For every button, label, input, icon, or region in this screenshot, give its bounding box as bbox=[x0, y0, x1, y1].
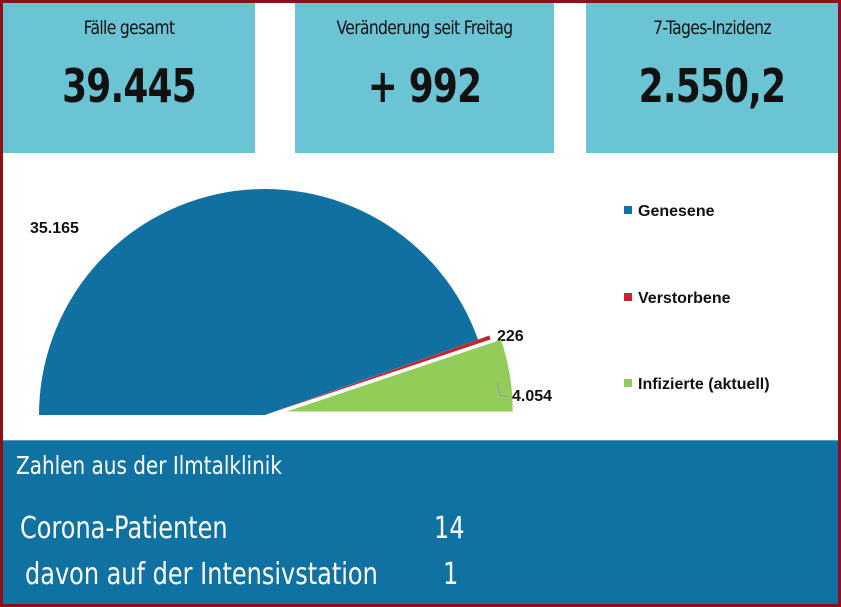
legend-item-genesene: Genesene bbox=[624, 203, 714, 221]
clinic-title: Zahlen aus der Ilmtalklinik bbox=[16, 451, 282, 480]
clinic-row-value: 14 bbox=[434, 511, 465, 546]
clinic-row-value: 1 bbox=[443, 557, 459, 592]
pie-slice-infizierte-aktuell bbox=[286, 339, 513, 412]
legend-swatch bbox=[624, 292, 632, 301]
legend-item-verstorbene: Verstorbene bbox=[624, 290, 730, 308]
clinic-row-label: Corona-Patienten bbox=[20, 511, 228, 546]
kpi-value: 2.550,2 bbox=[638, 59, 786, 113]
legend-item-infizierte: Infizierte (aktuell) bbox=[624, 376, 770, 394]
legend-label: Genesene bbox=[638, 203, 715, 220]
kpi-7-day-incidence: 7-Tages-Inzidenz 2.550,2 bbox=[586, 3, 838, 153]
legend-swatch bbox=[624, 378, 632, 387]
kpi-label: Veränderung seit Freitag bbox=[336, 17, 513, 39]
legend-swatch bbox=[624, 205, 632, 214]
legend-label: Verstorbene bbox=[638, 290, 731, 307]
data-label: 35.165 bbox=[30, 220, 79, 237]
pie-slice-verstorbene bbox=[276, 335, 491, 412]
pie-slice-genesene bbox=[39, 188, 478, 415]
clinic-panel: Zahlen aus der Ilmtalklinik Corona-Patie… bbox=[3, 440, 838, 605]
data-label: 226 bbox=[497, 328, 524, 345]
data-label: 4.054 bbox=[512, 388, 552, 405]
kpi-total-cases: Fälle gesamt 39.445 bbox=[3, 3, 255, 153]
half-pie-chart: 35.165 226 4.054 bbox=[30, 188, 552, 415]
kpi-value: 39.445 bbox=[62, 59, 197, 113]
kpi-label: 7-Tages-Inzidenz bbox=[653, 17, 771, 39]
kpi-value: + 992 bbox=[367, 59, 482, 113]
kpi-label: Fälle gesamt bbox=[83, 17, 175, 39]
clinic-row-label: davon auf der Intensivstation bbox=[25, 557, 378, 592]
legend-label: Infizierte (aktuell) bbox=[638, 376, 770, 393]
kpi-change-since-friday: Veränderung seit Freitag + 992 bbox=[295, 3, 554, 153]
leader-line bbox=[496, 382, 509, 398]
